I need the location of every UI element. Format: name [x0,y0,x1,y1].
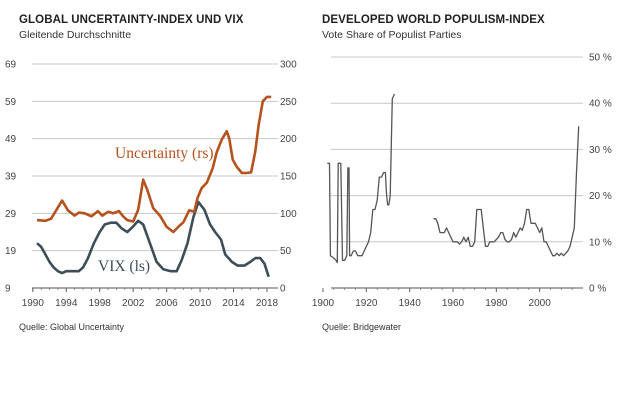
right-chart-title: DEVELOPED WORLD POPULISM-INDEX [322,14,545,26]
left-chart-title: GLOBAL UNCERTAINTY-INDEX UND VIX [19,14,244,26]
y-left-tick-label: 69 [5,60,17,71]
y-right-tick-label: 100 [280,209,297,220]
y-tick-label: 50 % [589,53,612,64]
x-tick-label: 1940 [399,298,422,309]
x-tick-label: 1920 [355,298,378,309]
y-right-tick-label: 250 [280,97,297,108]
y-right-tick-label: 300 [280,60,297,71]
y-left-tick-label: 19 [5,246,17,257]
x-tick-label: 1994 [55,298,78,309]
populism-line-segment [433,126,580,257]
vix-line [36,200,270,278]
x-tick-label: 1980 [485,298,508,309]
y-tick-label: 0 % [589,284,606,295]
x-tick-label: 1998 [89,298,112,309]
left-chart-source: Quelle: Global Uncertainty [19,322,125,332]
x-tick-label: 2014 [222,298,245,309]
y-right-tick-label: 50 [280,246,292,257]
left-chart-subtitle: Gleitende Durchschnitte [19,29,132,41]
x-tick-label: 2000 [529,298,552,309]
x-tick-label: 1900 [312,298,335,309]
uncertainty-vix-chart: 9 19 29 39 49 59 69 0 50 100 150 200 250 300 1990 1994 1… [5,60,297,310]
y-tick-label: 30 % [589,145,612,156]
y-tick-label: 10 % [589,237,612,248]
x-tick-label: 1990 [22,298,45,309]
y-left-tick-label: 9 [5,284,11,295]
y-tick-label: 40 % [589,99,612,110]
y-right-tick-label: 0 [280,284,286,295]
uncertainty-line [36,95,272,234]
y-tick-label: 20 % [589,191,612,202]
x-tick-label: 2010 [189,298,212,309]
y-left-tick-label: 49 [5,134,17,145]
vix-series-label: VIX (ls) [98,258,150,275]
y-right-tick-label: 150 [280,172,297,183]
x-tick-label: 1960 [442,298,465,309]
right-chart-subtitle: Vote Share of Populist Parties [322,29,462,41]
y-left-tick-label: 29 [5,209,17,220]
y-right-tick-label: 200 [280,134,297,145]
x-tick-label: 2018 [256,298,279,309]
y-left-tick-label: 39 [5,172,17,183]
x-tick-label: 2002 [122,298,145,309]
populism-line-segment [327,93,396,264]
uncertainty-series-label: Uncertainty (rs) [115,145,214,162]
x-tick-label: 2006 [156,298,179,309]
y-left-tick-label: 59 [5,97,17,108]
populism-chart: 0 % 10 % 20 % 30 % 40 % 50 % 1900 1920 1940 1960 1… [312,53,612,310]
right-chart-source: Quelle: Bridgewater [322,322,402,332]
